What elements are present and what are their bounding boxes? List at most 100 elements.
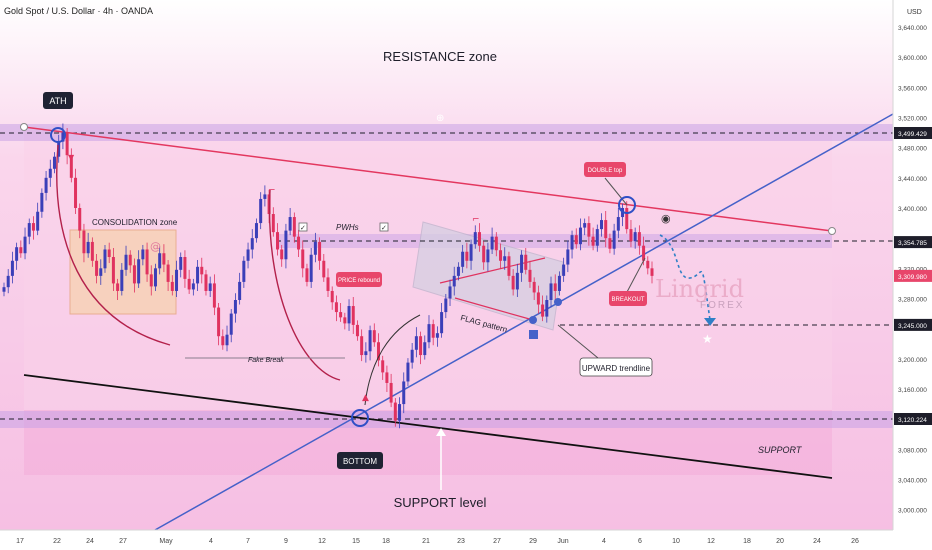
double-top-pointer (604, 177, 628, 206)
price-tag: 3,309.980 (894, 269, 932, 282)
projection-arrowhead (704, 318, 716, 326)
y-tick-label: 3,440.000 (898, 176, 927, 183)
pwh-band (276, 234, 832, 248)
y-tick-label: 3,560.000 (898, 85, 927, 92)
candle-body (212, 283, 216, 308)
candle-body (583, 223, 587, 228)
double-top-badge-text: DOUBLE top (588, 168, 623, 174)
candle-body (591, 236, 595, 246)
candle-body (221, 336, 225, 346)
candle-body (233, 300, 237, 314)
price-tag-label: 3,245.000 (898, 323, 927, 330)
candle-body (646, 260, 650, 269)
x-tick-labels: 17 22 24 27 May 4 7 9 12 15 18 21 23 27 29 Jun 4 6 10 12 18 2… (16, 538, 859, 545)
resistance-band (0, 124, 893, 141)
resistance-zone-label: RESISTANCE zone (383, 49, 497, 64)
x-tick-label: 17 (16, 538, 24, 545)
candle-body (448, 286, 452, 299)
candle-body (254, 223, 258, 239)
x-tick-label: 20 (776, 538, 784, 545)
price-tag: 3,499.429 (894, 127, 932, 139)
y-tick-label: 3,000.000 (898, 508, 927, 515)
candle-body (95, 260, 99, 276)
candle-body (86, 241, 90, 254)
candle-body (587, 223, 591, 237)
candle-body (111, 257, 115, 284)
candle-body (423, 342, 427, 356)
upward-trendline (154, 113, 894, 531)
candle-body (242, 260, 246, 282)
candle-body (158, 253, 162, 269)
candle-body (191, 283, 195, 290)
candle-body (642, 245, 646, 261)
trendline-anchor-left[interactable] (20, 123, 28, 131)
time-axis[interactable] (0, 530, 932, 550)
price-tags: 3,499.429 3,354.785 3,309.980 3,245.000 3,12… (894, 127, 932, 425)
projection-path (659, 234, 711, 321)
double-top-circle (618, 196, 636, 214)
y-tick-label: 3,160.000 (898, 387, 927, 394)
candle-body (250, 238, 254, 250)
y-tick-label: 3,320.000 (898, 266, 927, 273)
x-tick-label: 9 (284, 538, 288, 545)
candle-body (162, 253, 166, 265)
price-tag-bg (894, 236, 932, 249)
price-tag-label: 3,309.980 (898, 274, 927, 281)
candle-body (69, 155, 73, 178)
x-tick-label: 12 (707, 538, 715, 545)
candle-body (2, 287, 6, 292)
x-tick-label: 15 (352, 538, 360, 545)
candle-body (263, 194, 267, 199)
support-level-arrowhead (436, 428, 446, 436)
price-tag-label: 3,499.429 (898, 131, 927, 138)
candle-body (410, 349, 414, 363)
candle-body (141, 249, 145, 260)
candle-body (322, 260, 326, 278)
candle-body (271, 214, 275, 233)
candle-body (170, 281, 174, 291)
candle-body (419, 336, 423, 356)
x-tick-label: 6 (638, 538, 642, 545)
x-tick-label: 27 (493, 538, 501, 545)
consolidation-label: CONSOLIDATION zone (92, 218, 178, 227)
y-tick-label: 3,400.000 (898, 206, 927, 213)
candle-body (490, 236, 494, 250)
candle-body (385, 372, 389, 383)
candle-body (633, 232, 637, 242)
candle-body (612, 230, 616, 249)
candle-body (116, 283, 120, 291)
candle-body (452, 275, 456, 287)
y-tick-label: 3,080.000 (898, 447, 927, 454)
candle-body (288, 217, 292, 231)
candle-body (57, 141, 61, 157)
candle-body (562, 264, 566, 276)
y-tick-label: 3,600.000 (898, 55, 927, 62)
candle-body (132, 265, 136, 284)
candle-body (284, 230, 288, 260)
candle-body (259, 198, 263, 224)
candle-body (179, 257, 183, 270)
y-tick-label: 3,640.000 (898, 25, 927, 32)
candle-body (74, 177, 78, 208)
candle-body (99, 268, 103, 276)
candle-body (280, 249, 284, 260)
candle-body (376, 342, 380, 361)
watermark-forex: FOREX (700, 300, 744, 311)
candle-body (10, 260, 14, 276)
symbol-title: Gold Spot / U.S. Dollar · 4h · OANDA (4, 6, 153, 16)
trendline-anchor-right[interactable] (828, 227, 836, 235)
price-tag-bg (894, 127, 932, 139)
candle-body (574, 235, 578, 245)
resistance-trendline (23, 126, 833, 232)
watermark-lingrid: Lingrid (655, 275, 744, 303)
candle-body (608, 238, 612, 249)
candle-body (78, 207, 82, 231)
candle-body (82, 230, 86, 254)
price-tag-label: 3,354.785 (898, 240, 927, 247)
price-tag: 3,120.224 (894, 413, 932, 425)
upward-trendline-badge: UPWARD trendline (579, 357, 653, 377)
candle-body (381, 360, 385, 373)
x-tick-label: Jun (557, 538, 568, 545)
level-lines (0, 132, 893, 420)
